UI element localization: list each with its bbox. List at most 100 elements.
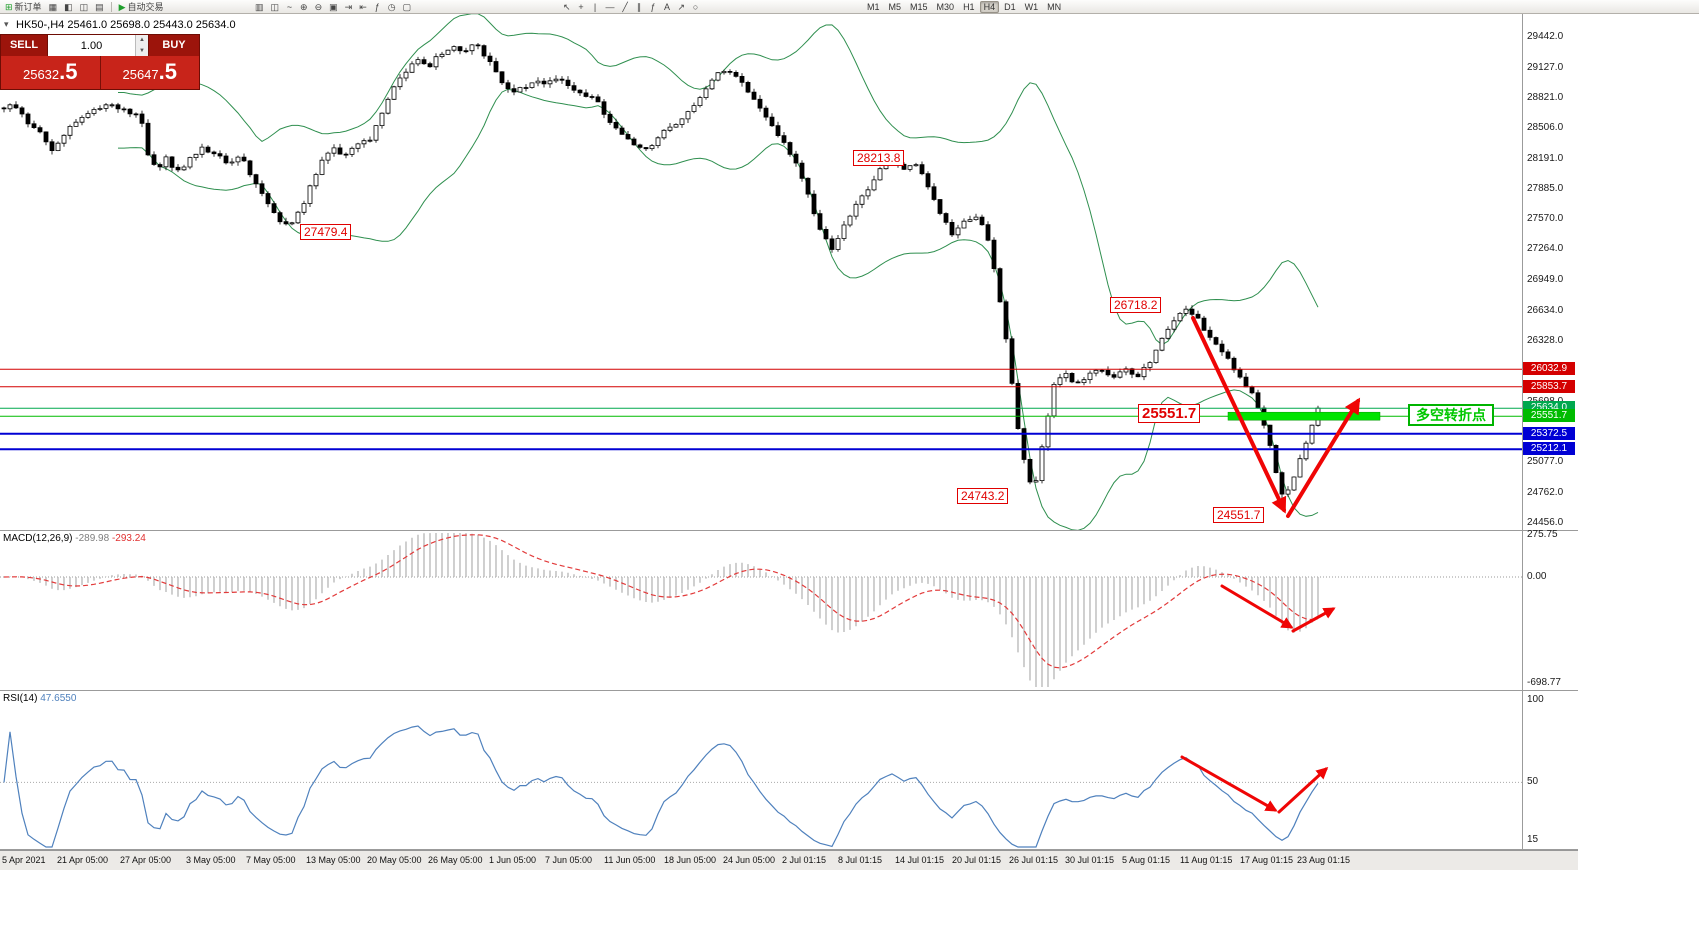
time-label: 11 Jun 05:00	[604, 855, 656, 865]
time-label: 17 Aug 01:15	[1240, 855, 1294, 865]
macd-tick: 0.00	[1527, 571, 1547, 582]
volume-decrease-button[interactable]: ▼	[136, 45, 148, 56]
text-label-icon: A	[664, 1, 671, 12]
price-divider	[99, 56, 101, 89]
price-callout[interactable]: 24743.2	[957, 488, 1009, 504]
auto-scroll-button[interactable]: ⇥	[342, 1, 356, 13]
time-label: 24 Jun 05:00	[723, 855, 776, 865]
bar-chart-button[interactable]: ▥	[252, 1, 267, 13]
volume-increase-button[interactable]: ▲	[136, 35, 148, 46]
trendline-button[interactable]: ╱	[619, 1, 632, 13]
timeframe-m30-button[interactable]: M30	[936, 1, 955, 12]
sell-button[interactable]: SELL	[1, 35, 47, 56]
trendline-icon: ╱	[622, 1, 628, 12]
macd-title: MACD(12,26,9)	[3, 533, 73, 544]
price-callout[interactable]: 26718.2	[1110, 297, 1162, 313]
periods-icon: ◷	[387, 1, 396, 12]
market-watch-icon: ▦	[48, 1, 58, 12]
cursor-button[interactable]: ↖	[560, 1, 574, 13]
sell-price[interactable]: 25632.5	[1, 56, 100, 89]
rsi-tick: 50	[1527, 776, 1539, 787]
templates-button[interactable]: ▢	[400, 1, 415, 13]
indicators-button[interactable]: ƒ	[371, 1, 384, 13]
timeframe-h4-button[interactable]: H4	[979, 0, 1000, 13]
horizontal-line-button[interactable]: —	[603, 1, 618, 13]
bollinger-upper-band	[118, 14, 1319, 346]
timeframe-d1-button[interactable]: D1	[1004, 1, 1016, 12]
price-tick: 28821.0	[1527, 92, 1564, 103]
one-click-top-row: SELL ▲ ▼ BUY	[1, 35, 199, 56]
price-tag: 25853.7	[1523, 380, 1575, 393]
trend-arrows[interactable]	[1180, 316, 1361, 814]
data-window-button[interactable]: ◧	[61, 1, 76, 13]
time-label: 7 Jun 05:00	[545, 855, 593, 865]
equidistant-channel-button[interactable]: ∥	[633, 1, 646, 13]
timeframe-h1-button[interactable]: H1	[963, 1, 975, 12]
navigator-icon: ◫	[79, 1, 89, 12]
shapes-button[interactable]: ○	[689, 1, 702, 13]
sell-price-fraction: .5	[59, 59, 78, 84]
macd-signal-value: -293.24	[111, 533, 146, 544]
autotrading-label: 自动交易	[127, 1, 164, 12]
timeframe-w1-button[interactable]: W1	[1024, 1, 1039, 12]
one-click-toggle-icon[interactable]: ▾	[4, 19, 9, 29]
rsi-line	[3, 725, 1319, 848]
arrow-object-button[interactable]: ↗	[675, 1, 689, 13]
cursor-icon: ↖	[563, 1, 571, 12]
price-tick: 29442.0	[1527, 31, 1564, 42]
arrow-object-icon: ↗	[677, 1, 686, 12]
chart-shift-button[interactable]: ⇤	[356, 1, 370, 13]
candle-wicks	[3, 43, 1319, 498]
tile-windows-button[interactable]: ▣	[326, 1, 341, 13]
new-order-button[interactable]: ⊞ 新订单	[2, 1, 45, 13]
time-axis[interactable]: 5 Apr 2021 21 Apr 05:00 27 Apr 05:00 3 May …	[0, 850, 1578, 870]
rsi-tick: 15	[1527, 834, 1539, 845]
zoom-in-button[interactable]: ⊕	[297, 1, 311, 13]
autotrading-button[interactable]: ▶ 自动交易	[116, 1, 167, 13]
buy-price[interactable]: 25647.5	[101, 56, 200, 89]
time-label: 20 Jul 01:15	[952, 855, 1002, 865]
timeframe-m1-button[interactable]: M1	[867, 1, 880, 12]
price-callout[interactable]: 24551.7	[1213, 507, 1265, 523]
price-tick: 26634.0	[1527, 305, 1564, 316]
volume-input[interactable]	[48, 39, 135, 52]
time-label: 5 Aug 01:15	[1122, 855, 1171, 865]
zoom-out-icon: ⊖	[314, 1, 323, 12]
toolbar-group: ↖ + | — ╱ ∥ ƒ A ↗ ○	[560, 0, 702, 13]
price-callout[interactable]: 27479.4	[300, 224, 352, 240]
price-panel	[0, 14, 1522, 531]
red-arrow-object	[1191, 316, 1287, 514]
price-callout[interactable]: 28213.8	[853, 150, 905, 166]
time-label: 18 Jun 05:00	[664, 855, 717, 865]
red-arrow-object	[1220, 584, 1294, 629]
turning-point-annotation[interactable]: 多空转折点	[1408, 404, 1494, 426]
red-arrow-object	[1286, 397, 1361, 518]
price-tick: 26328.0	[1527, 335, 1564, 346]
navigator-button[interactable]: ◫	[77, 1, 92, 13]
timeframe-m15-button[interactable]: M15	[910, 1, 928, 12]
vertical-line-button[interactable]: |	[589, 1, 602, 13]
price-tick: 28506.0	[1527, 122, 1564, 133]
rsi-tick: 100	[1527, 694, 1544, 705]
fibonacci-button[interactable]: ƒ	[647, 1, 660, 13]
price-tick: 25077.0	[1527, 456, 1564, 467]
market-watch-button[interactable]: ▦	[46, 1, 61, 13]
timeframe-m5-button[interactable]: M5	[888, 1, 902, 12]
price-tick: 27570.0	[1527, 213, 1564, 224]
price-tick: 24762.0	[1527, 487, 1564, 498]
zoom-out-button[interactable]: ⊖	[312, 1, 326, 13]
buy-button[interactable]: BUY	[149, 35, 199, 56]
periods-button[interactable]: ◷	[385, 1, 399, 13]
rsi-panel	[0, 725, 1522, 848]
timeframe-mn-button[interactable]: MN	[1047, 1, 1062, 12]
crosshair-button[interactable]: +	[575, 1, 588, 13]
candlestick-chart-button[interactable]: ◫	[268, 1, 283, 13]
price-callout[interactable]: 25551.7	[1138, 404, 1201, 423]
toolbar-separator	[110, 1, 112, 12]
line-chart-button[interactable]: ~	[283, 1, 296, 13]
macd-main-value: -289.98	[75, 533, 110, 544]
time-label: 2 Jul 01:15	[782, 855, 827, 865]
text-label-button[interactable]: A	[661, 1, 674, 13]
terminal-button[interactable]: ▤	[92, 1, 107, 13]
